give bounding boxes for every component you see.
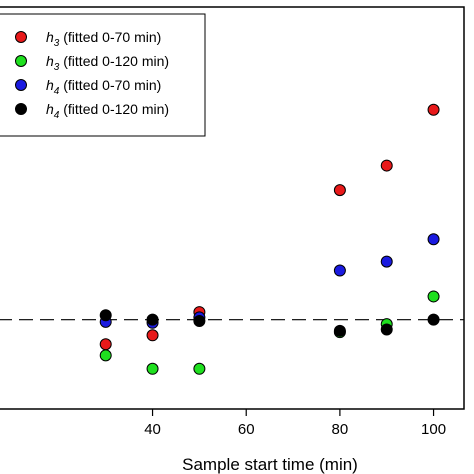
x-tick-label: 80 [332, 421, 349, 438]
data-point-series-4 [99, 309, 112, 322]
data-point-series-2 [99, 349, 112, 362]
data-point-series-4 [380, 323, 393, 336]
data-point-series-1 [146, 329, 159, 342]
data-point-series-3 [427, 233, 440, 246]
legend-marker-series-2 [15, 55, 27, 67]
legend-marker-series-3 [15, 79, 27, 91]
plot-frame [0, 6, 465, 410]
data-point-series-4 [193, 315, 206, 328]
x-axis-title: Sample start time (min) [182, 455, 358, 474]
x-tick-label: 40 [144, 421, 161, 438]
data-point-series-2 [427, 290, 440, 303]
x-tick-label: 60 [238, 421, 255, 438]
data-point-series-4 [333, 324, 346, 337]
data-point-series-1 [380, 159, 393, 172]
x-axis-ticks: 40 60 80 100 [144, 409, 446, 438]
legend-label-series-4: h4 (fitted 0-120 min) [46, 101, 169, 121]
legend-box [0, 13, 206, 137]
data-point-series-1 [99, 338, 112, 351]
data-point-series-1 [333, 184, 346, 197]
legend: h3 (fitted 0-70 min) h3 (fitted 0-120 min… [0, 13, 206, 137]
data-point-series-2 [146, 362, 159, 375]
legend-marker-series-4 [15, 103, 27, 115]
legend-label-series-3: h4 (fitted 0-70 min) [46, 77, 161, 97]
x-tick-label: 100 [421, 421, 446, 438]
legend-marker-series-1 [15, 31, 27, 43]
legend-label-series-2: h3 (fitted 0-120 min) [46, 53, 169, 73]
legend-label-series-1: h3 (fitted 0-70 min) [46, 29, 161, 49]
data-point-series-3 [380, 255, 393, 268]
data-points [99, 103, 440, 375]
data-point-series-4 [427, 313, 440, 326]
data-point-series-2 [193, 362, 206, 375]
data-point-series-3 [333, 264, 346, 277]
data-point-series-1 [427, 103, 440, 116]
data-point-series-4 [146, 313, 159, 326]
